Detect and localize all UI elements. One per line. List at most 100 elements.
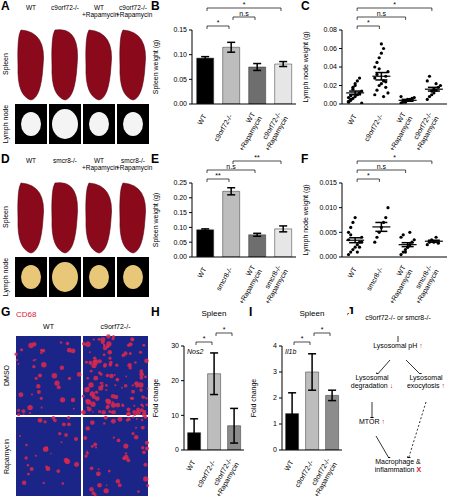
svg-text:WT: WT [185,458,197,472]
svg-text:0.05: 0.05 [173,76,187,83]
svg-text:3: 3 [273,368,277,375]
svg-text:0.08: 0.08 [323,26,337,33]
svg-text:Fold change: Fold change [152,379,160,418]
svg-text:n.s: n.s [377,10,387,17]
svg-text:*: * [301,335,304,342]
svg-text:*: * [217,19,220,26]
svg-text:4: 4 [273,342,277,349]
svg-text:Rapamycin: Rapamycin [8,439,11,474]
svg-text:20: 20 [171,377,179,384]
svg-text:Spleen weight (g): Spleen weight (g) [152,40,160,94]
svg-text:Spleen: Spleen [8,53,10,75]
svg-text:c9orf72-/-+Rapamycin: c9orf72-/-+Rapamycin [306,456,340,496]
svg-text:0.20: 0.20 [173,194,187,201]
svg-text:E: E [151,153,159,166]
svg-text:*: * [223,326,226,333]
svg-text:*: * [393,154,396,161]
svg-text:n.s: n.s [226,163,236,170]
svg-text:c9orf72-/-: c9orf72-/- [213,112,234,142]
svg-text:c9orf72-/-+Rapamycin: c9orf72-/-+Rapamycin [407,110,441,150]
svg-text:0.00: 0.00 [173,253,187,260]
html-text:c9orf72-/- +Rapamycin: c9orf72-/- +Rapamycin [116,4,153,18]
svg-text:2: 2 [273,394,277,401]
html-text:D: D [1,152,10,166]
svg-text:Spleen: Spleen [300,309,325,318]
svg-text:c9orf72-/-+Rapamycin: c9orf72-/-+Rapamycin [257,110,291,150]
svg-text:DMSO: DMSO [8,364,10,386]
svg-text:0.06: 0.06 [323,45,337,52]
svg-text:0.15: 0.15 [173,26,187,33]
svg-text:Spleen weight (g): Spleen weight (g) [152,193,160,247]
svg-text:WT+Rapamycin: WT+Rapamycin [381,110,415,150]
svg-text:**: ** [215,172,221,179]
svg-text:0.00: 0.00 [173,100,187,107]
svg-text:smcr8-/-: smcr8-/- [365,265,384,291]
svg-text:smcr8-/-: smcr8-/- [215,265,234,291]
svg-text:0.04: 0.04 [323,63,337,70]
svg-text:0.02: 0.02 [323,82,337,89]
svg-text:Lymph node weight (g): Lymph node weight (g) [302,185,310,256]
svg-text:Il1b: Il1b [285,348,296,355]
svg-text:WT+Rapamycin: WT+Rapamycin [381,263,415,303]
svg-text:c9orf72-/-+Rapamycin: c9orf72-/-+Rapamycin [208,456,242,496]
svg-text:smcr8-/-+Rapamycin: smcr8-/-+Rapamycin [407,263,441,303]
svg-text:Lymph node: Lymph node [8,105,10,143]
svg-text:**: ** [254,154,260,161]
svg-text:Spleen: Spleen [8,206,10,228]
svg-text:Lymph node weight (g): Lymph node weight (g) [302,32,310,103]
svg-text:B: B [151,0,160,13]
html-text:Lysosomal degradation ↓: Lysosomal degradation ↓ [350,374,394,389]
svg-text:0.000: 0.000 [319,253,337,260]
svg-text:WT: WT [346,265,358,279]
svg-text:Nos2: Nos2 [187,348,203,355]
html-text:WT +Rapamycin: WT +Rapamycin [82,157,119,171]
svg-text:0.015: 0.015 [319,179,337,186]
svg-text:0.15: 0.15 [173,209,187,216]
svg-text:0: 0 [175,446,179,453]
html-text:WT +Rapamycin: WT +Rapamycin [82,4,119,18]
svg-text:*: * [243,1,246,8]
svg-text:*: * [321,326,324,333]
svg-text:0.25: 0.25 [173,179,187,186]
svg-text:0.005: 0.005 [319,229,337,236]
svg-text:*: * [367,172,370,179]
svg-text:0.10: 0.10 [173,224,187,231]
svg-text:0.10: 0.10 [173,51,187,58]
svg-text:*: * [203,335,206,342]
svg-text:Lymph node: Lymph node [8,258,10,296]
html-text:G: G [1,305,11,319]
html-text:c9orf72-/-: c9orf72-/- [51,4,79,11]
svg-text:WT: WT [196,112,208,126]
html-text:smcr8-/- +Rapamycin: smcr8-/- +Rapamycin [116,157,153,171]
svg-text:I: I [249,306,252,319]
svg-text:Spleen: Spleen [202,309,227,318]
svg-text:30: 30 [171,342,179,349]
svg-text:smcr8-/-+Rapamycin: smcr8-/-+Rapamycin [257,263,291,303]
svg-text:0.00: 0.00 [323,100,337,107]
svg-text:0: 0 [273,446,277,453]
html-text:CD68: CD68 [16,310,37,319]
svg-text:0.05: 0.05 [173,239,187,246]
html-text:Lysosomal exocytosis ↑: Lysosomal exocytosis ↑ [406,374,446,389]
svg-text:WT+Rapamycin: WT+Rapamycin [231,263,265,303]
svg-text:n.s: n.s [239,10,249,17]
svg-text:n.s: n.s [377,163,387,170]
svg-text:WT: WT [283,458,295,472]
svg-text:WT: WT [196,265,208,279]
svg-text:*: * [393,1,396,8]
svg-text:*: * [367,19,370,26]
html-text:A: A [1,0,10,13]
html-text:WT: WT [25,4,36,11]
svg-text:WT+Rapamycin: WT+Rapamycin [231,110,265,150]
svg-text:Fold change: Fold change [250,379,258,418]
svg-text:F: F [301,153,308,166]
svg-text:1: 1 [273,420,277,427]
svg-text:0.010: 0.010 [319,204,337,211]
html-text:Macrophage & inflammation X: Macrophage & inflammation X [374,458,422,473]
html-text:WT: WT [25,157,36,164]
svg-text:10: 10 [171,412,179,419]
svg-text:H: H [151,306,160,319]
svg-text:c9orf72-/-: c9orf72-/- [363,112,384,142]
svg-text:WT: WT [346,112,358,126]
svg-text:C: C [301,0,310,13]
